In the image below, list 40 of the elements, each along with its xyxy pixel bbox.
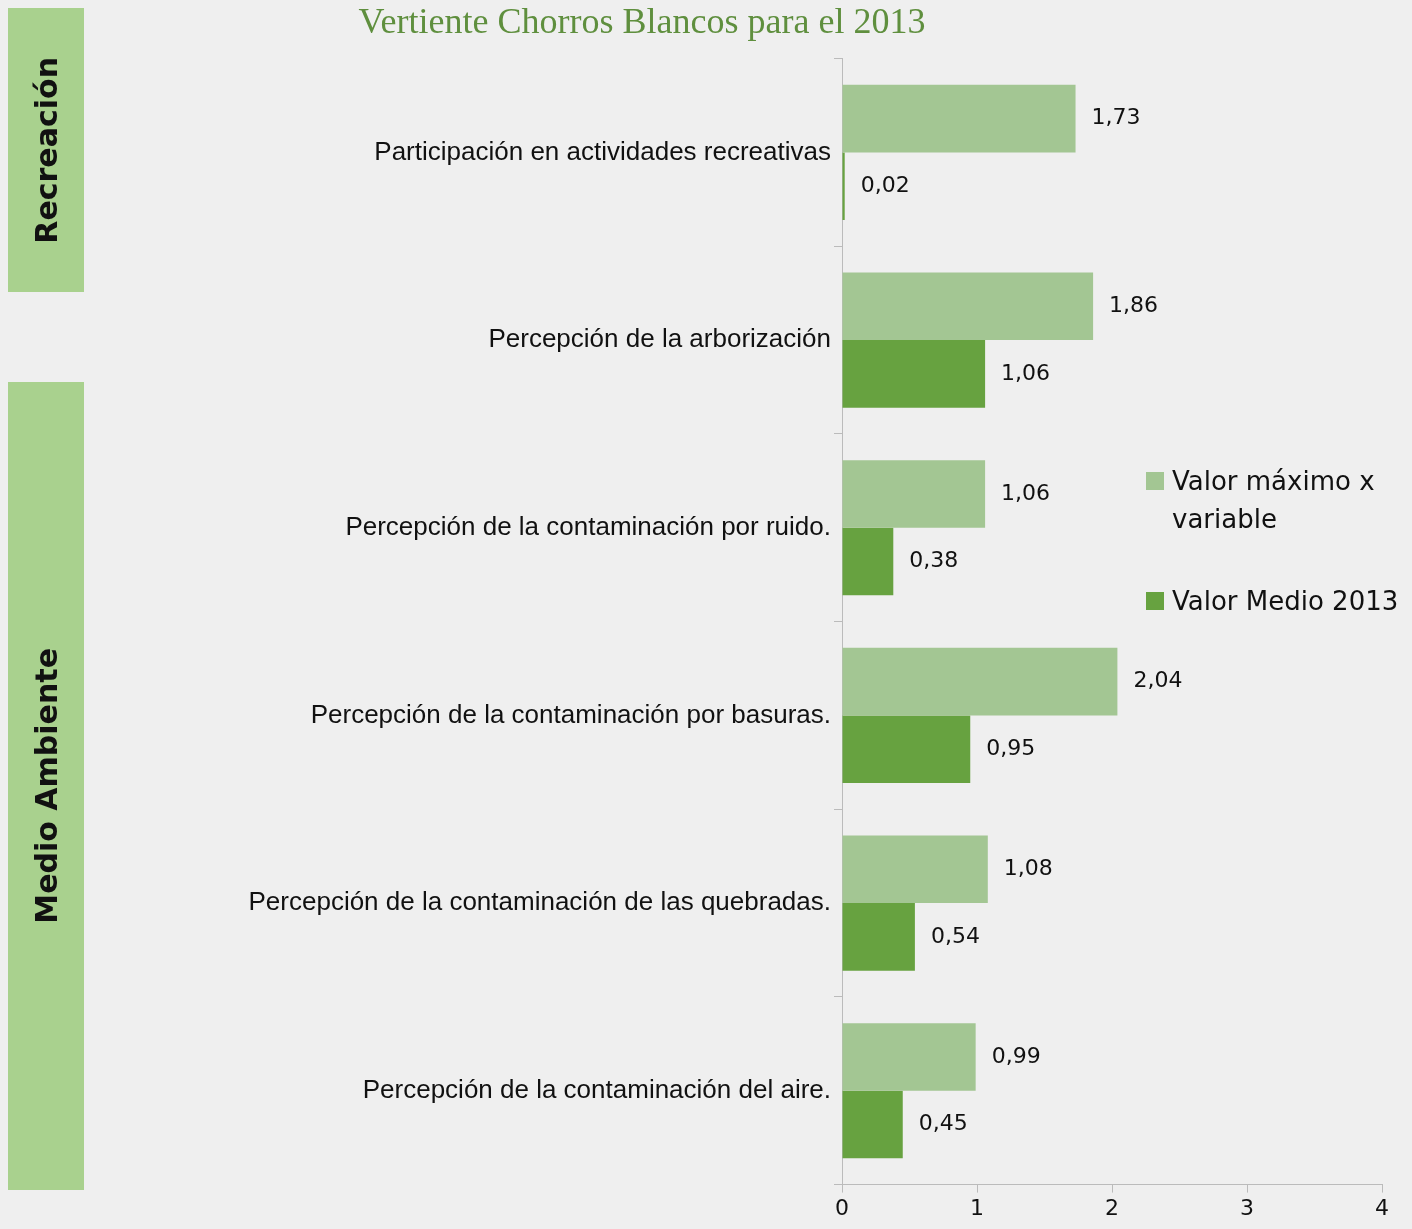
y-tick-label: Participación en actividades recreativas <box>374 135 831 166</box>
x-tick-label: 0 <box>835 1194 849 1220</box>
bar <box>842 835 988 904</box>
data-label: 1,86 <box>1109 292 1159 318</box>
data-label: 1,06 <box>1001 479 1051 505</box>
bar <box>842 903 915 971</box>
chart-title: Vertiente Chorros Blancos para el 2013 <box>357 0 927 42</box>
data-label: 0,54 <box>930 922 980 948</box>
data-label: 0,45 <box>918 1110 968 1136</box>
x-tick-label: 3 <box>1240 1194 1254 1220</box>
bar <box>842 340 986 408</box>
text: Recreación <box>28 56 64 244</box>
y-tick-label: Percepción de la contaminación por ruido. <box>345 510 831 541</box>
y-tick-label: Percepción de la contaminación del aire. <box>362 1073 831 1104</box>
bar <box>842 715 971 783</box>
bar <box>842 460 986 528</box>
y-tick-label: Percepción de la contaminación de las quebradas. <box>248 886 831 917</box>
bar <box>842 152 845 220</box>
bar <box>842 84 1076 153</box>
x-tick-label: 1 <box>970 1194 984 1220</box>
x-tick-label: 4 <box>1375 1194 1389 1220</box>
legend-label: Valor máximo x variable <box>1172 465 1376 536</box>
data-label: 2,04 <box>1133 667 1183 693</box>
y-tick-label: Percepción de la contaminación por basuras. <box>310 698 831 729</box>
y-tick-label: Percepción de la arborización <box>488 323 831 354</box>
data-label: 0,38 <box>909 547 959 573</box>
data-label: 0,99 <box>991 1042 1041 1068</box>
data-label: 0,02 <box>860 171 910 197</box>
bar <box>842 272 1094 341</box>
bar <box>842 1023 976 1091</box>
bar <box>842 1090 903 1159</box>
bar <box>842 647 1118 716</box>
text: Medio Ambiente <box>28 648 64 924</box>
bar <box>842 527 894 596</box>
data-label: 1,08 <box>1003 855 1053 881</box>
data-label: 1,73 <box>1091 104 1141 130</box>
data-label: 0,95 <box>986 734 1036 760</box>
x-tick-label: 2 <box>1105 1194 1119 1220</box>
legend-label: Valor Medio 2013 <box>1172 585 1399 618</box>
data-label: 1,06 <box>1001 359 1051 385</box>
